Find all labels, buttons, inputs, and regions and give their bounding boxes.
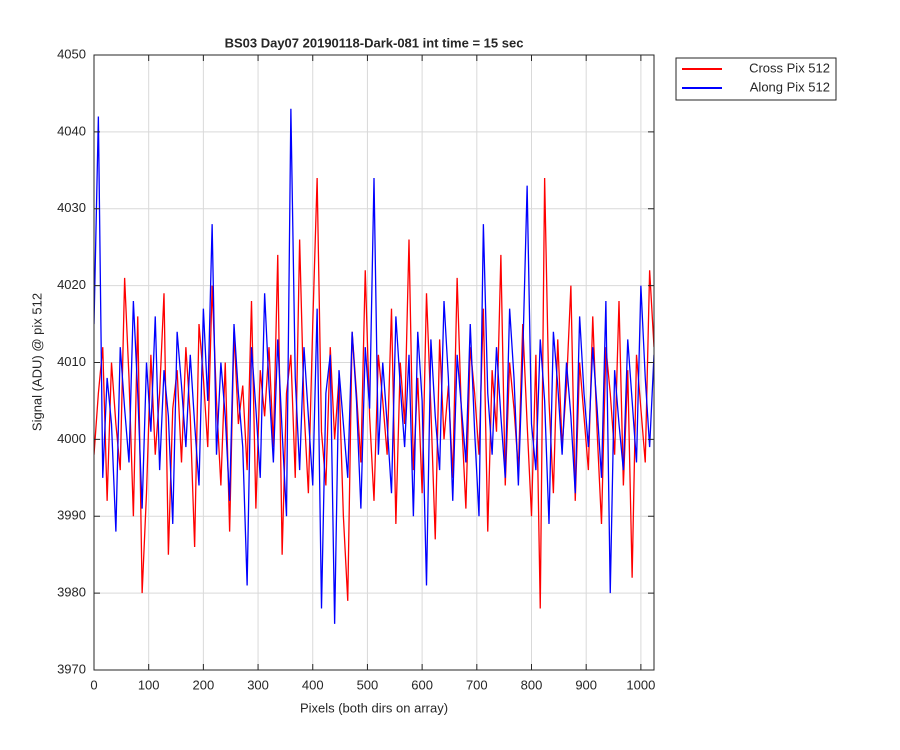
series-line <box>94 108 654 624</box>
x-tick-label: 500 <box>357 677 379 692</box>
chart-title: BS03 Day07 20190118-Dark-081 int time = … <box>225 35 524 50</box>
x-tick-label: 400 <box>302 677 324 692</box>
y-tick-label: 3980 <box>57 585 86 600</box>
x-tick-label: 600 <box>411 677 433 692</box>
y-tick-label: 4000 <box>57 431 86 446</box>
legend-label: Along Pix 512 <box>750 79 830 94</box>
x-tick-label: 900 <box>575 677 597 692</box>
x-tick-label: 0 <box>90 677 97 692</box>
x-tick-label: 800 <box>521 677 543 692</box>
x-tick-label: 200 <box>193 677 215 692</box>
legend-label: Cross Pix 512 <box>749 60 830 75</box>
x-tick-label: 700 <box>466 677 488 692</box>
x-tick-label: 1000 <box>626 677 655 692</box>
x-tick-label: 300 <box>247 677 269 692</box>
y-tick-label: 4040 <box>57 123 86 138</box>
y-tick-label: 4010 <box>57 354 86 369</box>
y-tick-label: 3990 <box>57 508 86 523</box>
series-line <box>94 177 654 609</box>
y-tick-label: 3970 <box>57 661 86 676</box>
y-tick-label: 4050 <box>57 46 86 61</box>
x-tick-label: 100 <box>138 677 160 692</box>
x-axis-label: Pixels (both dirs on array) <box>300 700 448 715</box>
legend-box <box>675 57 837 101</box>
y-tick-label: 4030 <box>57 200 86 215</box>
y-axis-label: Signal (ADU) @ pix 512 <box>29 293 44 431</box>
y-tick-label: 4020 <box>57 277 86 292</box>
